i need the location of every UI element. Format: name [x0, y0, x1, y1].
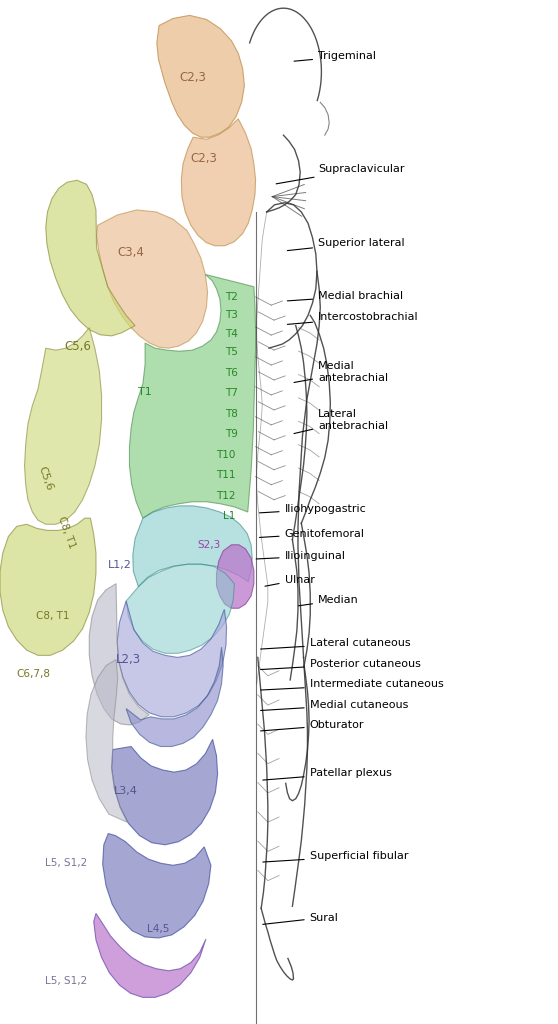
Text: Genitofemoral: Genitofemoral: [259, 528, 364, 539]
Text: C3,4: C3,4: [118, 247, 145, 259]
Text: Median: Median: [299, 595, 359, 606]
Text: T2: T2: [225, 292, 238, 302]
Text: T6: T6: [225, 368, 238, 378]
Polygon shape: [129, 274, 256, 518]
Text: L5, S1,2: L5, S1,2: [45, 858, 87, 868]
Text: Patellar plexus: Patellar plexus: [263, 768, 392, 780]
Text: L1: L1: [223, 511, 235, 521]
Polygon shape: [94, 913, 206, 997]
Text: T4: T4: [225, 329, 238, 339]
Polygon shape: [181, 119, 256, 246]
Polygon shape: [117, 601, 227, 717]
Text: T5: T5: [225, 347, 238, 357]
Polygon shape: [217, 545, 254, 608]
Text: Superficial fibular: Superficial fibular: [263, 851, 408, 862]
Text: C6,7,8: C6,7,8: [17, 669, 50, 679]
Text: T9: T9: [225, 429, 238, 439]
Text: T3: T3: [225, 310, 238, 321]
Text: L1,2: L1,2: [108, 560, 132, 570]
Text: Lateral cutaneous: Lateral cutaneous: [261, 638, 410, 649]
Polygon shape: [157, 15, 244, 137]
Text: Trigeminal: Trigeminal: [294, 51, 376, 61]
Text: T10: T10: [216, 450, 235, 460]
Text: C8, T1: C8, T1: [56, 515, 78, 550]
Polygon shape: [112, 739, 218, 845]
Text: Posterior cutaneous: Posterior cutaneous: [261, 658, 421, 670]
Text: Ilioinguinal: Ilioinguinal: [256, 551, 345, 561]
Text: Iliohypogastric: Iliohypogastric: [259, 504, 367, 514]
Text: T1: T1: [138, 387, 152, 397]
Text: T8: T8: [225, 409, 238, 419]
Polygon shape: [86, 659, 127, 822]
Text: T12: T12: [216, 490, 235, 501]
Polygon shape: [89, 584, 149, 725]
Text: Medial cutaneous: Medial cutaneous: [261, 699, 408, 711]
Polygon shape: [25, 328, 102, 524]
Text: C2,3: C2,3: [190, 153, 217, 165]
Polygon shape: [0, 518, 96, 655]
Text: C5,6: C5,6: [37, 465, 55, 492]
Text: Intercostobrachial: Intercostobrachial: [287, 312, 418, 325]
Text: T7: T7: [225, 388, 238, 398]
Text: Intermediate cutaneous: Intermediate cutaneous: [261, 679, 444, 690]
Text: Ulnar: Ulnar: [265, 574, 315, 586]
Text: Superior lateral: Superior lateral: [287, 238, 405, 251]
Polygon shape: [103, 834, 211, 938]
Text: Lateral
antebrachial: Lateral antebrachial: [294, 409, 388, 433]
Polygon shape: [126, 564, 234, 653]
Text: L5, S1,2: L5, S1,2: [45, 976, 87, 986]
Polygon shape: [126, 647, 223, 746]
Text: Obturator: Obturator: [261, 720, 364, 731]
Polygon shape: [97, 210, 208, 348]
Text: Medial
antebrachial: Medial antebrachial: [294, 360, 388, 383]
Text: L4,5: L4,5: [147, 924, 169, 934]
Text: C2,3: C2,3: [179, 72, 206, 84]
Polygon shape: [46, 180, 135, 336]
Text: S2,3: S2,3: [197, 540, 220, 550]
Text: L2,3: L2,3: [116, 653, 141, 666]
Text: Sural: Sural: [263, 912, 339, 925]
Text: Medial brachial: Medial brachial: [287, 291, 403, 301]
Text: Supraclavicular: Supraclavicular: [276, 164, 405, 184]
Text: C8, T1: C8, T1: [36, 611, 70, 622]
Text: T11: T11: [216, 470, 235, 480]
Polygon shape: [133, 506, 252, 587]
Text: L3,4: L3,4: [114, 785, 137, 796]
Text: C5,6: C5,6: [65, 340, 92, 352]
